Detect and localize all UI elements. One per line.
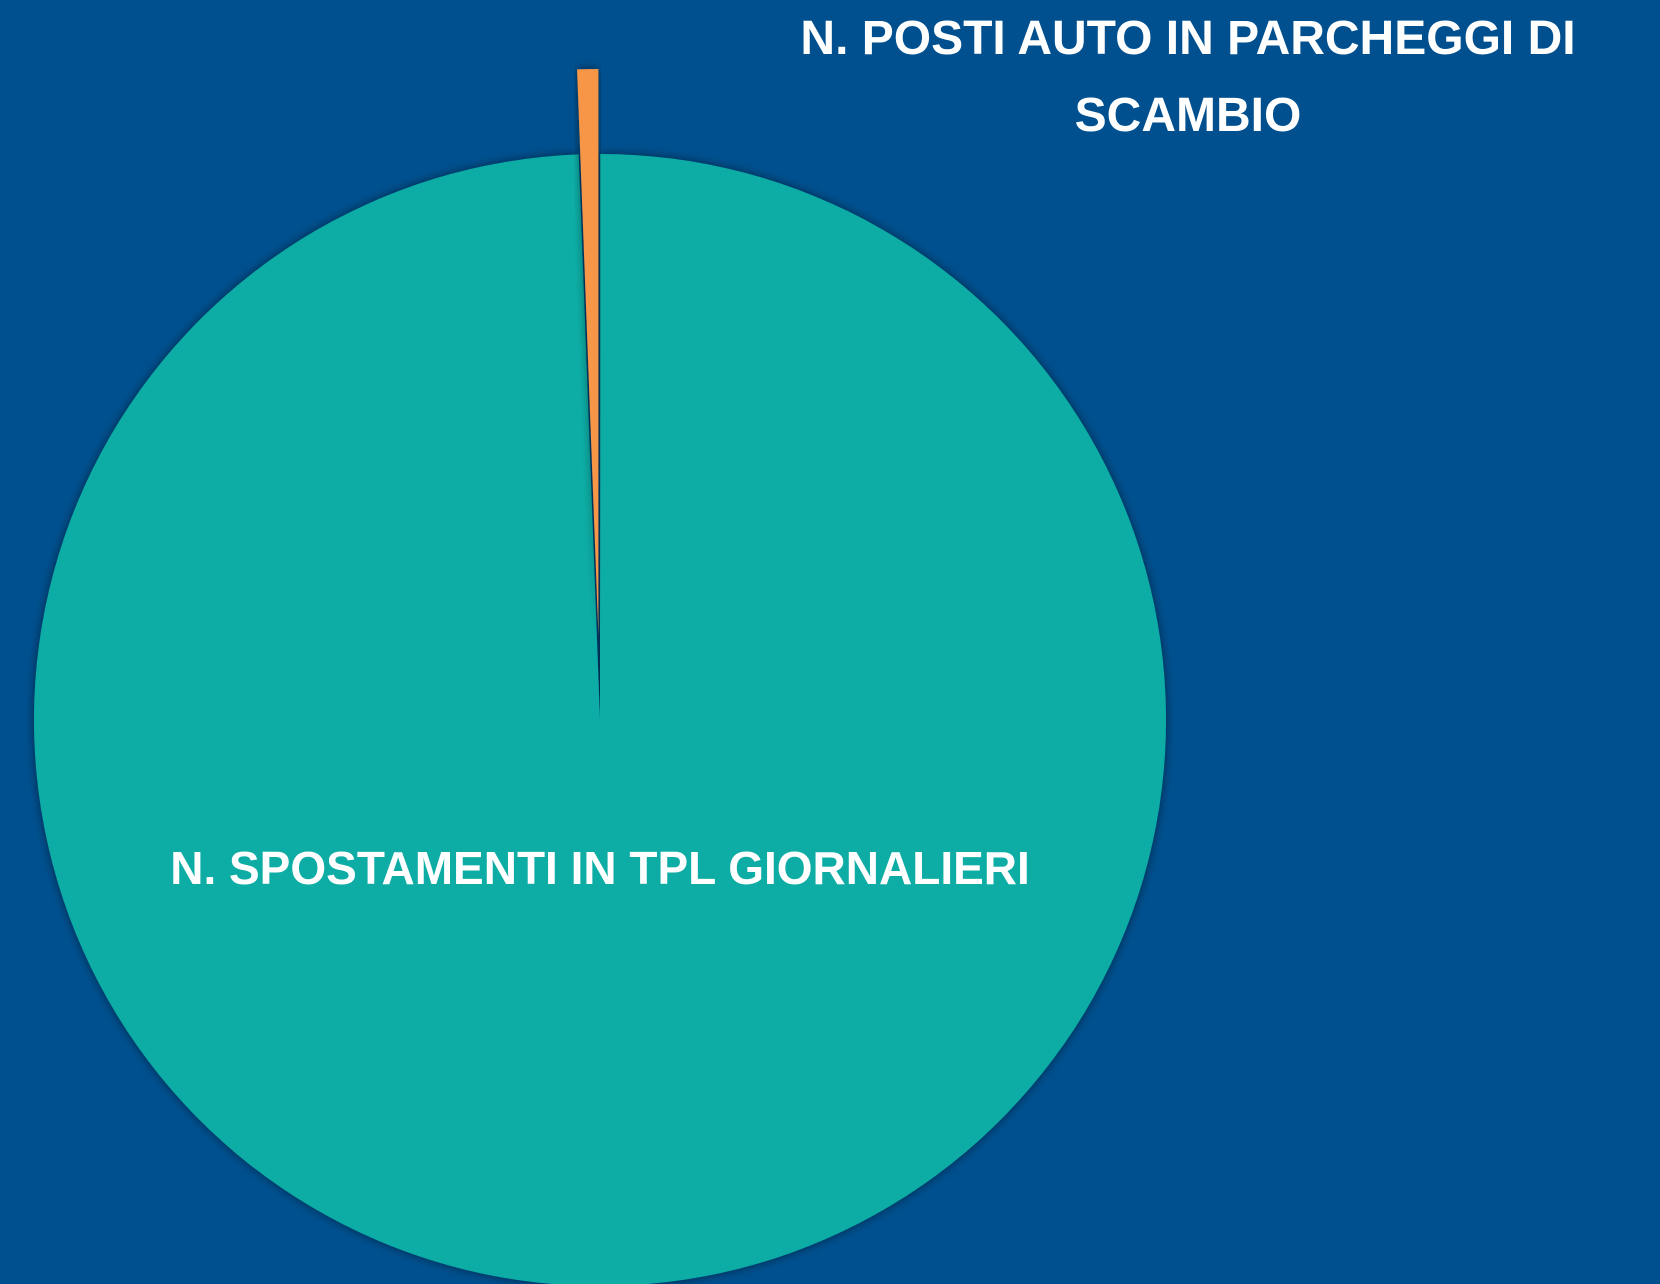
pie-slice xyxy=(33,154,1166,1284)
pie-slice xyxy=(577,69,599,636)
slices xyxy=(33,69,1166,1284)
slice-label: N. POSTI AUTO IN PARCHEGGI DI SCAMBIO xyxy=(800,12,1576,142)
slice-label: N. SPOSTAMENTI IN TPL GIORNALIERI xyxy=(170,842,1030,894)
